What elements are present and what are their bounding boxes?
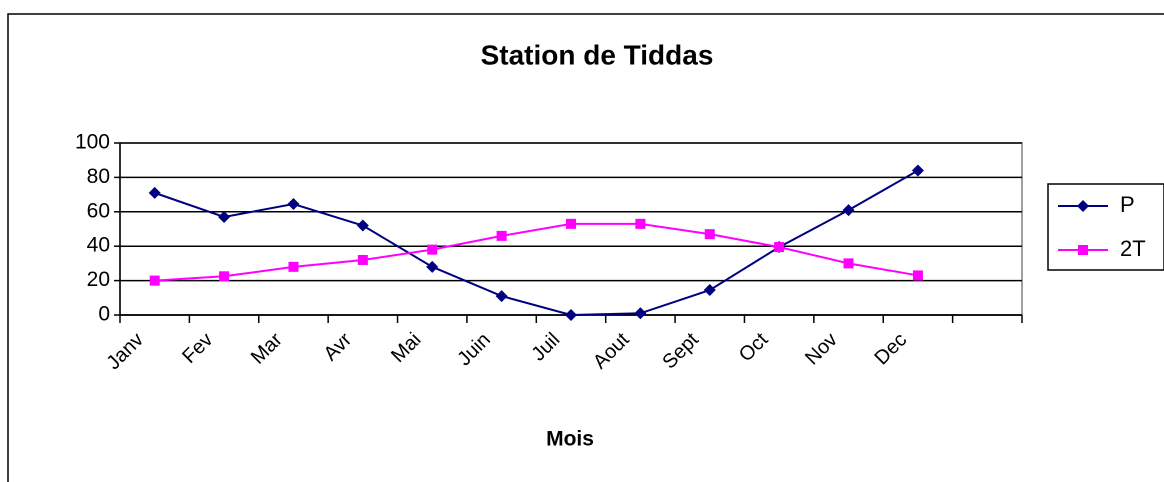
series-marker [287, 198, 300, 211]
legend-label: 2T [1120, 236, 1146, 261]
series-marker [218, 210, 231, 223]
y-tick-label: 80 [87, 165, 110, 188]
y-tick-label: 0 [98, 303, 110, 326]
series-marker [426, 260, 439, 273]
legend-box [1047, 183, 1164, 271]
series-marker [219, 271, 230, 282]
x-axis-label: Mois [546, 428, 594, 451]
series-marker [912, 270, 923, 281]
series-marker [565, 309, 577, 321]
y-tick-label: 60 [87, 199, 110, 222]
series-marker [704, 229, 715, 240]
series-marker [911, 164, 924, 177]
series-marker [149, 275, 160, 286]
series-marker [148, 186, 161, 199]
series-marker [427, 244, 438, 255]
series-marker [703, 284, 716, 297]
y-tick-label: 20 [87, 268, 110, 291]
legend-swatch-marker [1077, 200, 1089, 212]
series-marker [495, 290, 508, 303]
legend-swatch-marker [1078, 245, 1088, 255]
series-marker [288, 261, 299, 272]
series-marker [843, 258, 854, 269]
plot-area [119, 142, 1023, 316]
series-line [154, 222, 919, 282]
series-marker [634, 307, 647, 320]
series-marker [357, 254, 368, 265]
chart-title: Station de Tiddas [481, 39, 714, 70]
legend-label: P [1120, 192, 1135, 217]
series-marker [566, 218, 576, 229]
series-marker [356, 219, 369, 232]
y-tick-label: 40 [87, 234, 110, 257]
series-marker [496, 230, 507, 241]
series-line [154, 169, 919, 317]
series-marker [774, 242, 785, 253]
series-marker [842, 204, 855, 217]
series-marker [635, 218, 646, 229]
y-tick-label: 100 [75, 131, 110, 154]
